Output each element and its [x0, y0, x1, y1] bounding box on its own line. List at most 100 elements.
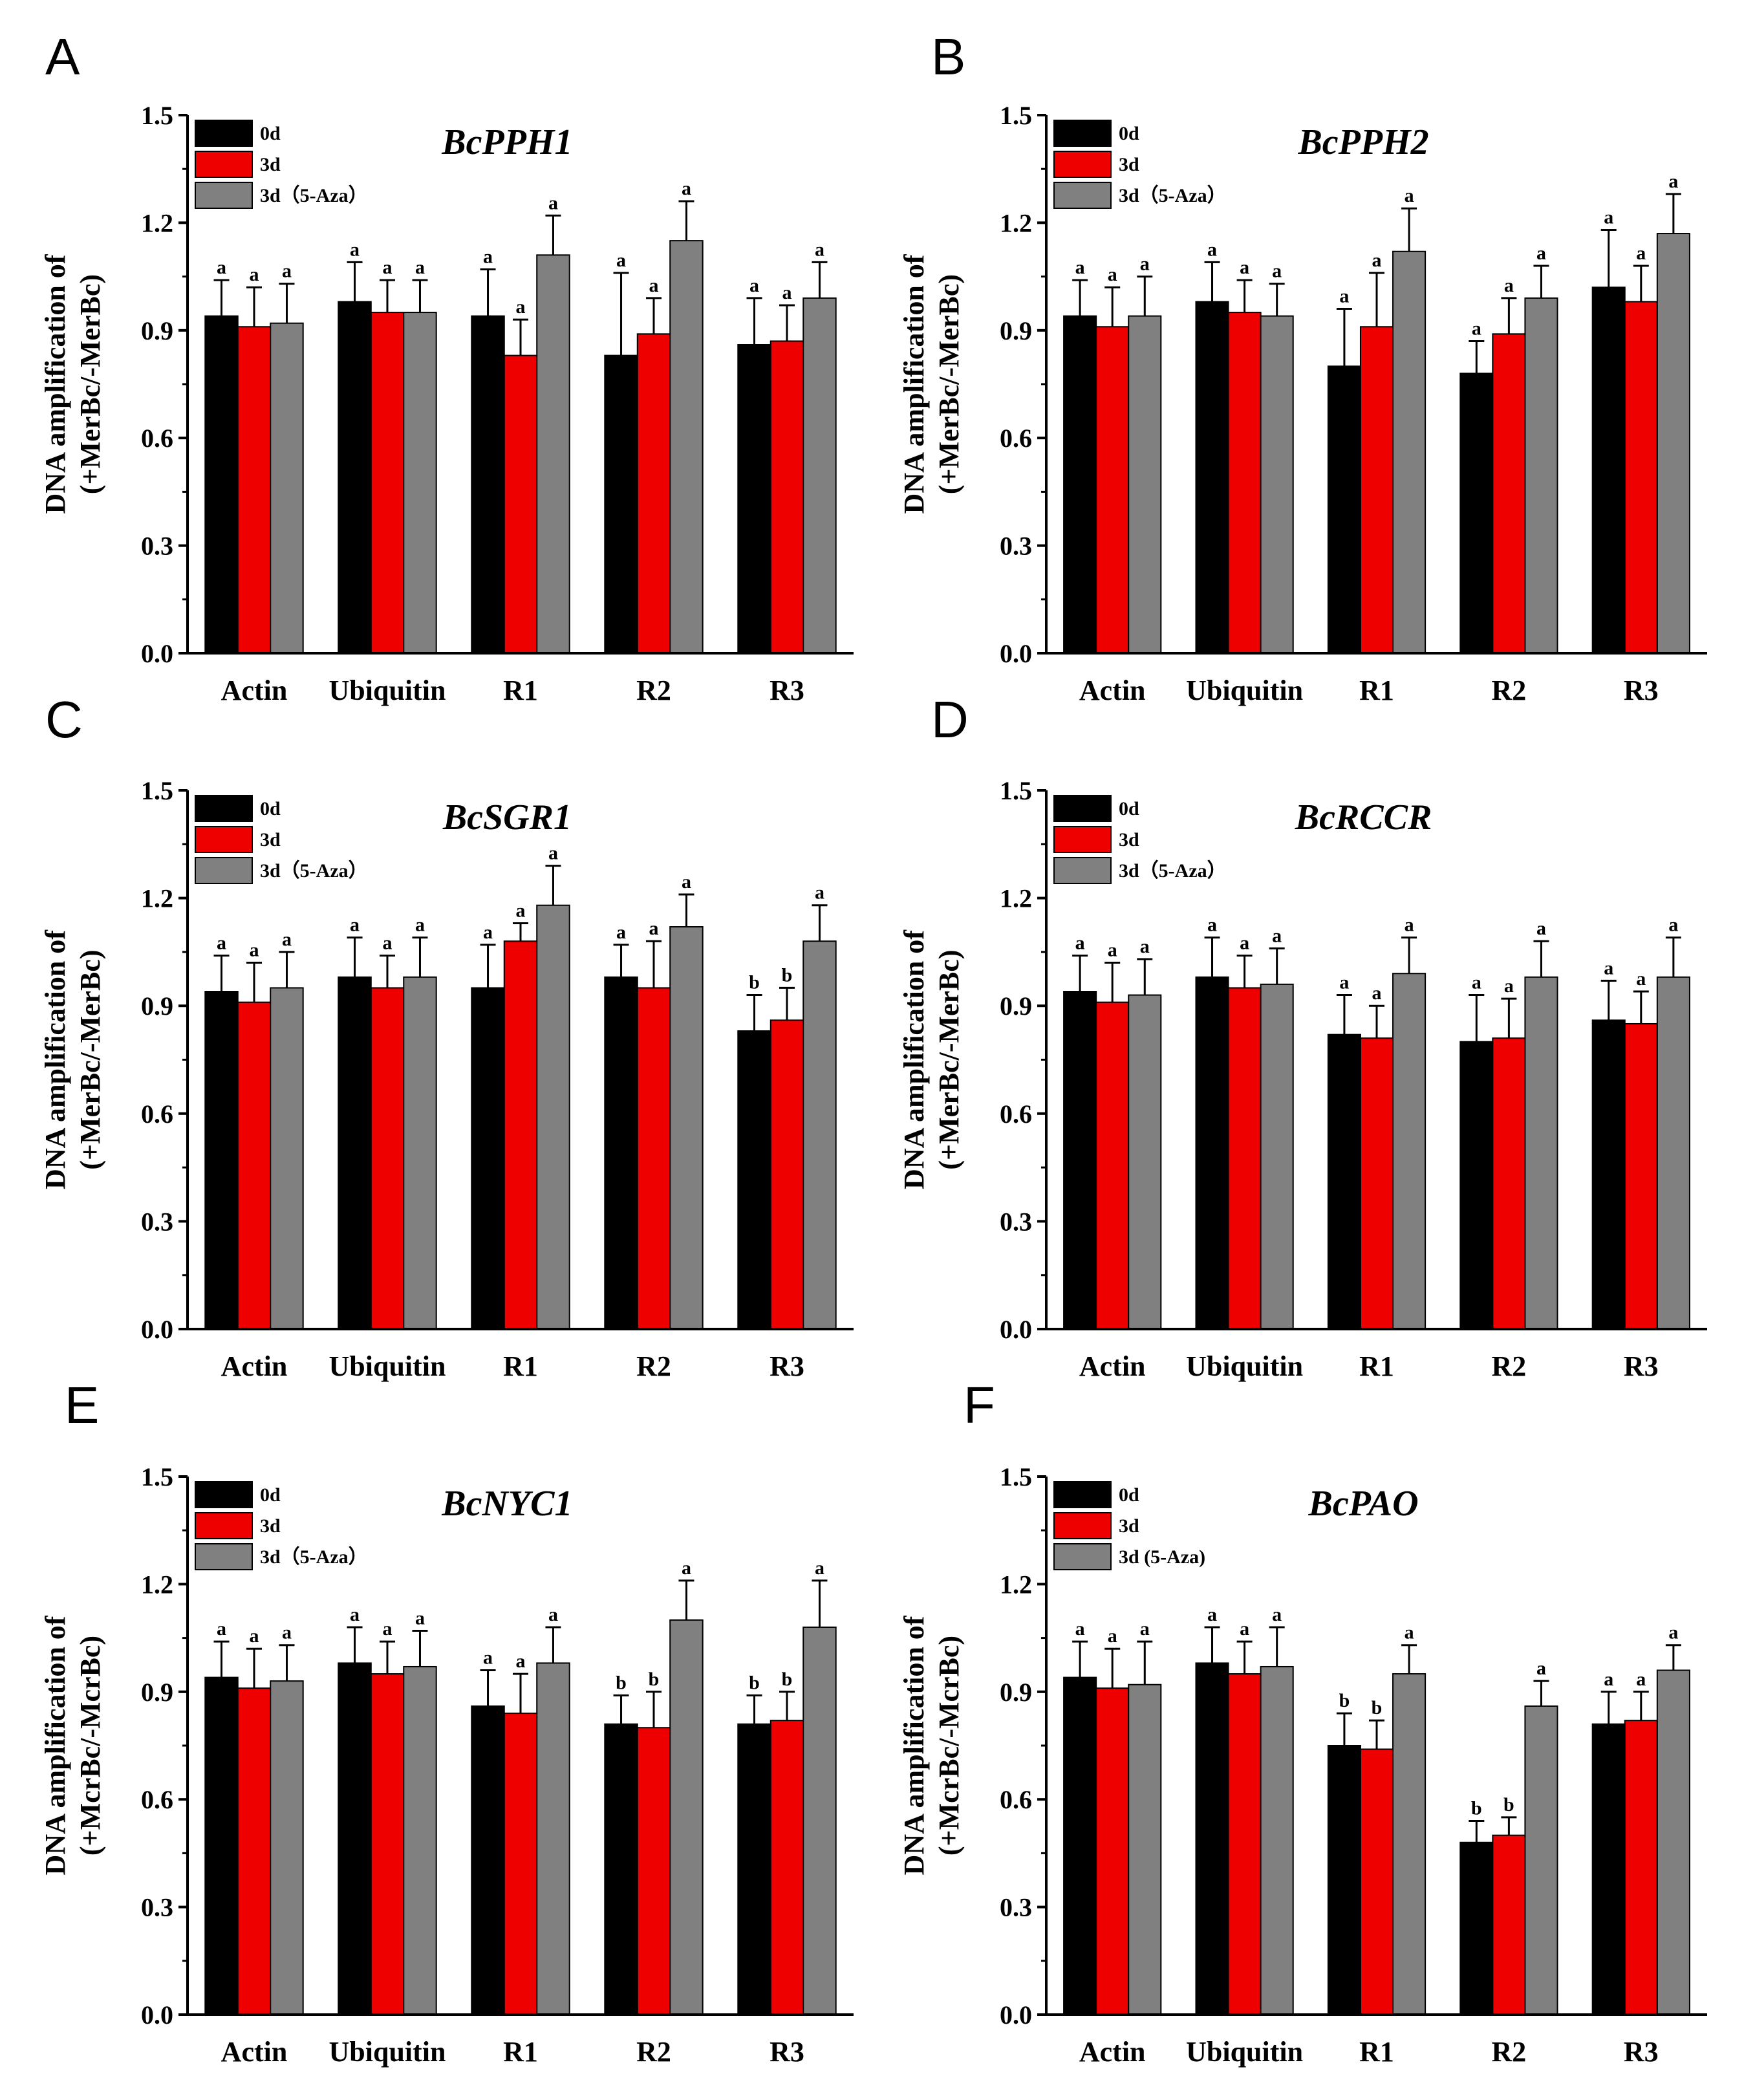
bar-actin-series-2 [270, 322, 304, 654]
panel-letter: B [931, 28, 965, 85]
y-axis-label-units: (+McrBc/-McrBc) [933, 1636, 965, 1856]
bar-r3-series-0 [737, 1030, 771, 1330]
y-tick-label: 0.3 [141, 1207, 173, 1236]
x-tick-label: Ubiquitin [1186, 675, 1303, 706]
y-tick-label: 1.5 [1000, 101, 1032, 130]
bar-r3-series-1 [1624, 301, 1658, 654]
bar-r1-series-1 [503, 1713, 538, 2016]
legend-label: 0d [1119, 123, 1139, 144]
x-tick-label: R2 [1492, 1350, 1527, 1382]
x-tick-label: Actin [1079, 675, 1146, 706]
bar-r3-series-1 [1624, 1720, 1658, 2015]
y-tick-label: 0.6 [141, 424, 173, 453]
significance-label: a [350, 1604, 360, 1625]
bar-r3-series-0 [1591, 287, 1626, 654]
significance-label: a [250, 264, 259, 285]
significance-label: a [1207, 239, 1217, 260]
bar-r2-series-1 [1492, 1037, 1526, 1330]
significance-label: b [1372, 1697, 1383, 1718]
bar-actin-series-2 [1128, 1683, 1162, 2016]
x-tick-label: Actin [221, 1350, 288, 1382]
bar-r2-series-2 [669, 1619, 704, 2016]
x-tick-label: Ubiquitin [329, 1350, 446, 1382]
significance-label: a [1668, 915, 1678, 936]
x-tick-label: Ubiquitin [1186, 2036, 1303, 2068]
x-tick-label: R1 [1359, 1350, 1394, 1382]
y-tick-label: 0.3 [141, 532, 173, 561]
chart-title: BcPPH2 [1297, 122, 1428, 162]
significance-label: a [1636, 1669, 1646, 1690]
x-tick-label: R3 [1624, 675, 1659, 706]
significance-label: a [649, 275, 659, 296]
legend-swatch [195, 1481, 253, 1508]
legend-swatch [1053, 1543, 1112, 1570]
y-tick-label: 0.6 [1000, 1785, 1032, 1814]
legend-swatch [195, 857, 253, 884]
bar-r2-series-0 [1459, 1041, 1494, 1330]
significance-label: a [1272, 261, 1282, 282]
significance-label: a [350, 915, 360, 936]
bar-r2-series-0 [604, 354, 638, 654]
y-tick-label: 0.0 [1000, 1315, 1032, 1344]
bar-r3-series-0 [1591, 1019, 1626, 1330]
bar-ubiquitin-series-0 [1195, 301, 1229, 654]
y-axis-label: DNA amplification of [898, 254, 930, 514]
bar-actin-series-1 [1095, 326, 1130, 654]
bar-r3-series-2 [1656, 976, 1690, 1330]
bar-ubiquitin-series-2 [1260, 983, 1294, 1330]
bar-ubiquitin-series-2 [403, 976, 437, 1330]
legend-label: 3d [1119, 154, 1139, 175]
significance-label: a [815, 239, 824, 260]
bar-r2-series-2 [669, 240, 704, 654]
significance-label: a [1108, 940, 1117, 961]
bar-r1-series-2 [536, 254, 570, 654]
bar-r1-series-1 [503, 354, 538, 654]
legend-swatch [195, 151, 253, 178]
bar-actin-series-1 [1095, 1001, 1130, 1330]
significance-label: a [1372, 982, 1382, 1004]
legend-swatch [1053, 182, 1112, 209]
significance-label: a [616, 250, 626, 271]
bar-r1-series-0 [1327, 365, 1361, 654]
bar-actin-series-1 [237, 1687, 272, 2016]
significance-label: a [516, 296, 526, 318]
bar-actin-series-0 [1063, 990, 1097, 1330]
significance-label: a [1472, 318, 1481, 339]
bar-ubiquitin-series-1 [1227, 312, 1262, 655]
x-tick-label: R1 [503, 675, 538, 706]
significance-label: a [250, 940, 259, 961]
significance-label: a [383, 257, 393, 278]
legend-label: 0d [260, 123, 281, 144]
bar-r2-series-2 [669, 926, 704, 1330]
bar-r2-series-2 [1524, 976, 1558, 1330]
y-tick-label: 1.5 [141, 101, 173, 130]
y-tick-label: 0.9 [141, 991, 173, 1021]
bar-actin-series-1 [237, 1001, 272, 1330]
significance-label: b [749, 1672, 760, 1693]
x-tick-label: R2 [1492, 675, 1527, 706]
significance-label: a [1240, 257, 1249, 278]
significance-label: a [516, 1651, 526, 1672]
bar-actin-series-2 [1128, 315, 1162, 654]
significance-label: a [548, 843, 558, 864]
significance-label: a [217, 257, 226, 278]
bar-r1-series-1 [503, 940, 538, 1330]
bar-r1-series-0 [471, 987, 505, 1330]
legend-swatch [195, 182, 253, 209]
y-tick-label: 0.6 [141, 1785, 173, 1814]
y-tick-label: 0.0 [1000, 2000, 1032, 2030]
panel-letter: C [45, 691, 83, 748]
legend-label: 3d [1119, 829, 1139, 850]
bar-r3-series-2 [1656, 1669, 1690, 2015]
significance-label: b [1503, 1794, 1514, 1815]
bar-ubiquitin-series-0 [338, 1662, 372, 2016]
bar-r3-series-0 [737, 1723, 771, 2015]
bar-r3-series-1 [770, 340, 804, 654]
bar-ubiquitin-series-1 [370, 987, 405, 1330]
y-tick-label: 0.6 [1000, 424, 1032, 453]
bar-ubiquitin-series-0 [1195, 1662, 1229, 2016]
y-tick-label: 0.9 [141, 316, 173, 345]
significance-label: a [815, 1557, 824, 1579]
significance-label: a [1075, 1618, 1085, 1640]
